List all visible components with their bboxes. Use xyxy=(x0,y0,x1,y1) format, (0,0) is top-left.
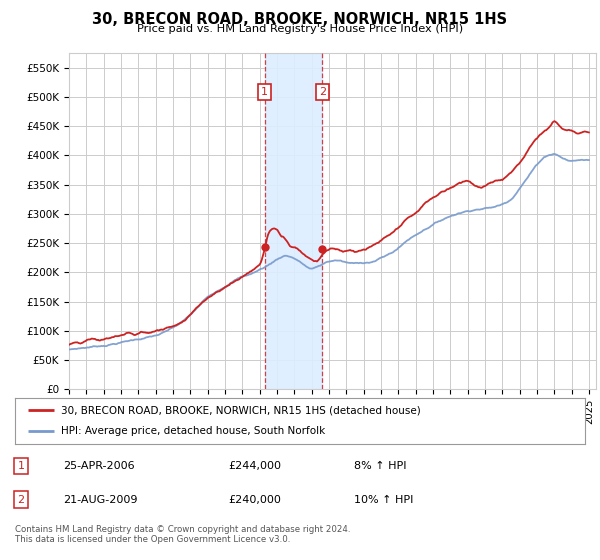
Text: 10% ↑ HPI: 10% ↑ HPI xyxy=(354,494,413,505)
Text: 25-APR-2006: 25-APR-2006 xyxy=(63,461,134,471)
Text: HPI: Average price, detached house, South Norfolk: HPI: Average price, detached house, Sout… xyxy=(61,426,325,436)
Text: Price paid vs. HM Land Registry's House Price Index (HPI): Price paid vs. HM Land Registry's House … xyxy=(137,24,463,34)
Text: 8% ↑ HPI: 8% ↑ HPI xyxy=(354,461,407,471)
Text: £240,000: £240,000 xyxy=(228,494,281,505)
Text: 30, BRECON ROAD, BROOKE, NORWICH, NR15 1HS (detached house): 30, BRECON ROAD, BROOKE, NORWICH, NR15 1… xyxy=(61,405,421,416)
Text: 1: 1 xyxy=(261,87,268,97)
Text: 30, BRECON ROAD, BROOKE, NORWICH, NR15 1HS: 30, BRECON ROAD, BROOKE, NORWICH, NR15 1… xyxy=(92,12,508,27)
Text: £244,000: £244,000 xyxy=(228,461,281,471)
Text: 2: 2 xyxy=(319,87,326,97)
Text: 1: 1 xyxy=(17,461,25,471)
Text: Contains HM Land Registry data © Crown copyright and database right 2024.
This d: Contains HM Land Registry data © Crown c… xyxy=(15,525,350,544)
Bar xyxy=(265,53,322,389)
Text: 2: 2 xyxy=(17,494,25,505)
Text: 21-AUG-2009: 21-AUG-2009 xyxy=(63,494,137,505)
